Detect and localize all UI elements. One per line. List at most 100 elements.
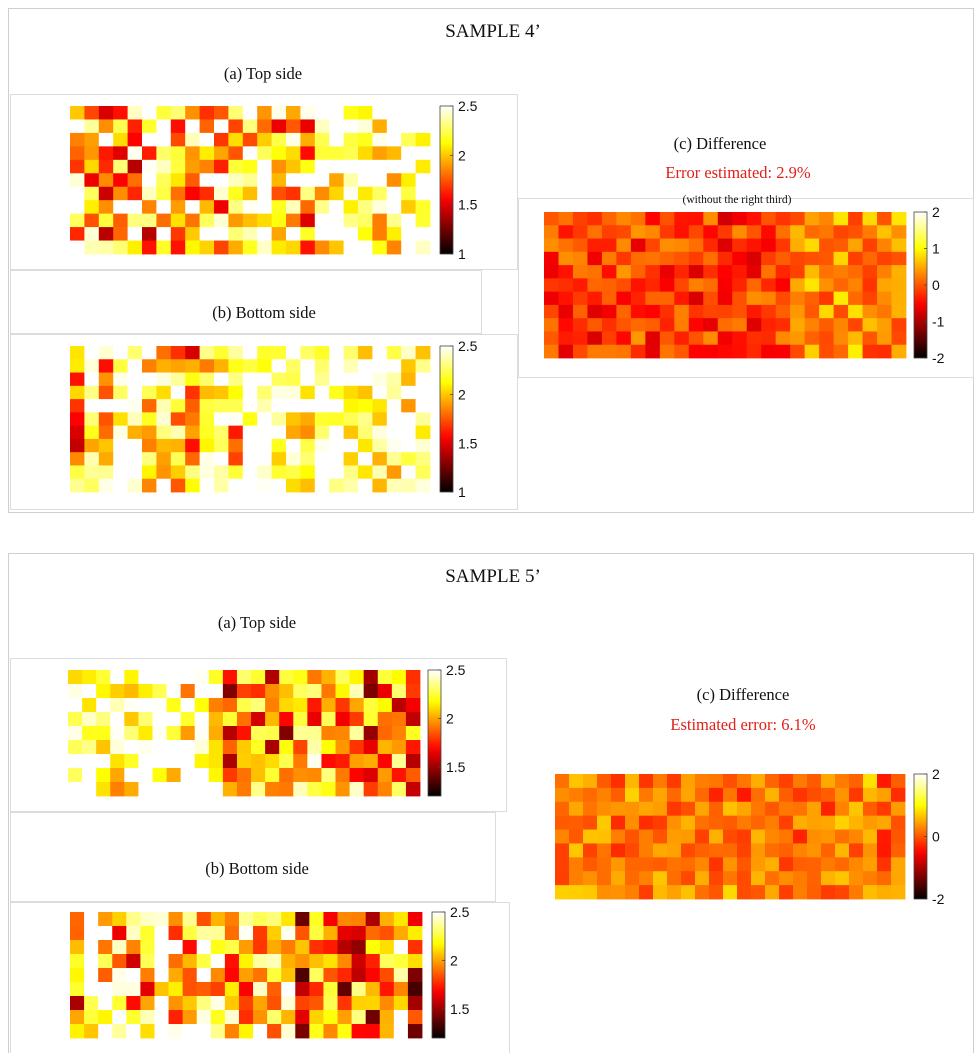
s4-bottom-cell bbox=[415, 346, 431, 360]
s4-diff-cell bbox=[616, 291, 632, 306]
s5-bottom-cell bbox=[224, 912, 240, 927]
s4-bottom-cell bbox=[70, 465, 85, 480]
s4-top-cell bbox=[286, 146, 301, 161]
s5-bottom-cell bbox=[112, 954, 127, 969]
s4-bottom-cell bbox=[329, 452, 344, 466]
s4-diff-cell bbox=[819, 212, 834, 226]
s4-diff-cell bbox=[877, 344, 892, 359]
s5-top-cell bbox=[335, 684, 350, 699]
s5-diff-cell bbox=[695, 843, 710, 858]
s5-bottom-cell bbox=[253, 912, 268, 927]
s5-diff-cell bbox=[653, 774, 668, 789]
s5-top-cell bbox=[82, 712, 97, 727]
s4-bottom-cell bbox=[271, 372, 287, 387]
s5-top-cell bbox=[96, 670, 111, 685]
s5-top-cell bbox=[335, 712, 350, 727]
s5-top-cell bbox=[321, 754, 336, 769]
s4-top-cell bbox=[113, 186, 128, 201]
s4-diff-cell bbox=[775, 344, 791, 359]
s4-top-cell bbox=[228, 213, 244, 228]
s4-bottom-cell bbox=[185, 438, 200, 453]
s4-bottom-cell bbox=[242, 359, 258, 373]
s5-top-cell bbox=[222, 726, 238, 741]
s5-bottom-cell bbox=[323, 968, 338, 983]
s4-top-cell bbox=[170, 186, 186, 201]
s5-top-cell bbox=[110, 782, 125, 797]
s4-bottom-cell bbox=[372, 412, 388, 427]
s5-diff-cell bbox=[849, 885, 864, 900]
s5-bottom-cell bbox=[182, 940, 198, 955]
s4-diff-cell bbox=[819, 318, 834, 332]
s4-top-cell bbox=[156, 240, 172, 255]
s5-diff-cell bbox=[709, 815, 724, 830]
s4-bottom-cell bbox=[271, 346, 287, 360]
s5-diff-cell bbox=[709, 829, 724, 844]
s5-top-cell bbox=[152, 782, 167, 797]
s5-bottom-cell bbox=[351, 1010, 367, 1025]
s5-top-colorbar-tick-label: 2.5 bbox=[446, 662, 466, 678]
s4-bottom-cell bbox=[257, 465, 272, 480]
s4-top-cell bbox=[199, 186, 215, 201]
s5-top-cell bbox=[265, 768, 280, 783]
s5-diff-cell bbox=[821, 801, 836, 817]
s5-diff-cell bbox=[583, 815, 598, 830]
s4-top-cell bbox=[300, 186, 316, 201]
s5-top-cell bbox=[138, 670, 153, 685]
s5-bottom-cell bbox=[267, 954, 282, 969]
s5-diff-cell bbox=[863, 787, 878, 803]
s4-diff-cell bbox=[587, 331, 603, 346]
s4-diff-cell bbox=[703, 344, 719, 359]
s4-top-cell bbox=[228, 200, 244, 215]
s5-bottom-cell bbox=[407, 940, 423, 955]
s5-diff-cell bbox=[849, 815, 864, 830]
s4-bottom-cell bbox=[257, 385, 272, 400]
s5-diff-cell bbox=[751, 815, 766, 830]
s4-bottom-cell bbox=[386, 412, 402, 427]
s4-diff-cell bbox=[862, 331, 878, 346]
s4-bottom-cell bbox=[199, 372, 215, 387]
s5-diff-cell bbox=[723, 815, 738, 830]
s4-diff-cell bbox=[848, 265, 863, 279]
s4-bottom-cell bbox=[242, 425, 258, 440]
s4-top-cell bbox=[300, 200, 316, 215]
s4-diff-colorbar-tick-label: 0 bbox=[932, 277, 940, 293]
s5-diff-cell bbox=[807, 801, 822, 817]
s4-bottom-cell bbox=[156, 372, 172, 387]
s5-top-cell bbox=[349, 712, 365, 727]
s4-bottom-cell bbox=[185, 346, 200, 360]
s5-diff-cell bbox=[891, 774, 906, 789]
s4-top-cell bbox=[127, 132, 143, 147]
s4-diff-cell bbox=[848, 251, 863, 266]
s4-diff-cell bbox=[877, 238, 892, 253]
s5-top-cell bbox=[110, 670, 125, 685]
s5-bottom-cell bbox=[365, 1024, 381, 1039]
s4-bottom-cell bbox=[242, 372, 258, 387]
s4-top-cell bbox=[214, 106, 229, 120]
s4-top-cell bbox=[228, 146, 244, 161]
s4-bottom-cell bbox=[70, 478, 85, 493]
s5-top-cell bbox=[335, 740, 350, 755]
s5-top-cell bbox=[124, 698, 139, 713]
s4-bottom-cell bbox=[185, 412, 200, 427]
s4-bottom-cell bbox=[70, 412, 85, 427]
s4-top-cell bbox=[372, 146, 388, 161]
s4-bottom-cell bbox=[401, 412, 416, 427]
s5-bottom-cell bbox=[126, 996, 141, 1011]
s5-bottom-cell bbox=[365, 926, 381, 941]
s4-top-cell bbox=[84, 200, 100, 215]
s4-top-cell bbox=[170, 213, 186, 228]
s4-top-cell bbox=[170, 119, 186, 134]
s5-bottom-cell bbox=[407, 1010, 423, 1025]
s4-top-cell bbox=[228, 186, 244, 201]
s4-top-cell bbox=[300, 132, 316, 147]
s4-bottom-cell bbox=[214, 452, 229, 466]
s4-top-cell bbox=[415, 173, 431, 188]
s5-diff-cell bbox=[765, 829, 780, 844]
s4-top-cell bbox=[314, 146, 330, 161]
s4-top-cell bbox=[98, 240, 114, 255]
s4-top-cell bbox=[343, 213, 359, 228]
s4-diff-cell bbox=[790, 344, 806, 359]
s5-bottom-cell bbox=[238, 1024, 254, 1039]
s5-diff-cell bbox=[807, 843, 822, 858]
